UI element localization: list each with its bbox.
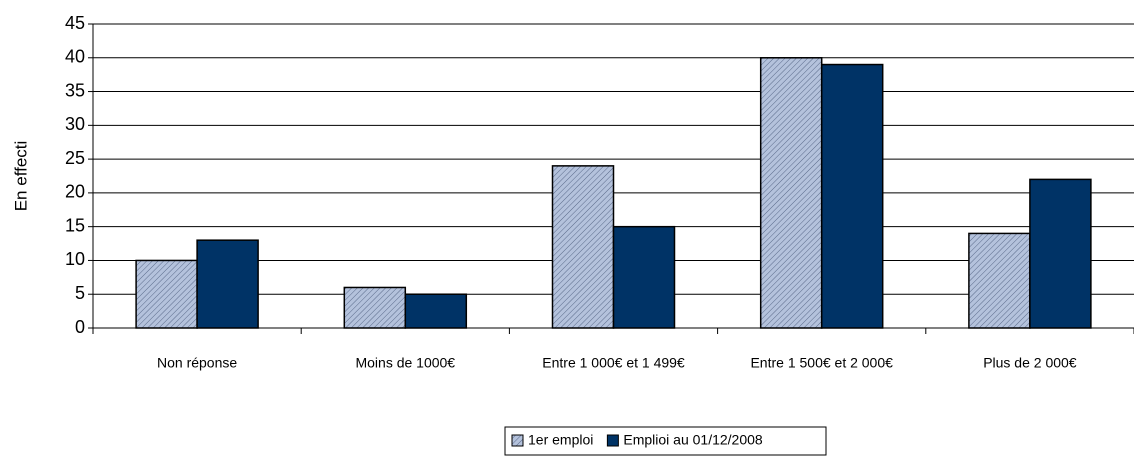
legend-label: Emplioi au 01/12/2008 bbox=[623, 432, 763, 448]
bar bbox=[1029, 178, 1092, 329]
bar bbox=[135, 259, 198, 329]
bar bbox=[759, 57, 823, 329]
bar bbox=[343, 286, 407, 329]
y-tick-label: 0 bbox=[75, 317, 85, 337]
x-tick-label: Moins de 1000€ bbox=[355, 355, 455, 371]
y-tick-label: 40 bbox=[65, 47, 85, 67]
bar bbox=[968, 232, 1031, 329]
legend-label: 1er emploi bbox=[528, 432, 593, 448]
x-tick-label: Non réponse bbox=[157, 355, 237, 371]
y-tick-label: 5 bbox=[75, 283, 85, 303]
y-tick-label: 15 bbox=[65, 215, 85, 235]
y-tick-label: 10 bbox=[65, 249, 85, 269]
y-axis-label: En effecti bbox=[11, 141, 30, 212]
y-tick-label: 25 bbox=[65, 148, 85, 168]
x-tick-label: Entre 1 000€ et 1 499€ bbox=[542, 355, 685, 371]
y-tick-label: 35 bbox=[65, 80, 85, 100]
y-tick-label: 45 bbox=[65, 13, 85, 33]
bar bbox=[196, 239, 259, 329]
legend: 1er emploi Emplioi au 01/12/2008 bbox=[504, 426, 827, 456]
bar bbox=[612, 225, 676, 329]
legend-swatch bbox=[511, 434, 524, 447]
x-tick-label: Entre 1 500€ et 2 000€ bbox=[750, 355, 893, 371]
bar bbox=[820, 63, 884, 329]
legend-swatch bbox=[606, 434, 619, 447]
bar bbox=[551, 165, 615, 329]
legend-box bbox=[504, 426, 827, 456]
x-tick-label: Plus de 2 000€ bbox=[983, 355, 1077, 371]
bar bbox=[404, 293, 468, 329]
y-tick-label: 20 bbox=[65, 182, 85, 202]
y-tick-label: 30 bbox=[65, 114, 85, 134]
